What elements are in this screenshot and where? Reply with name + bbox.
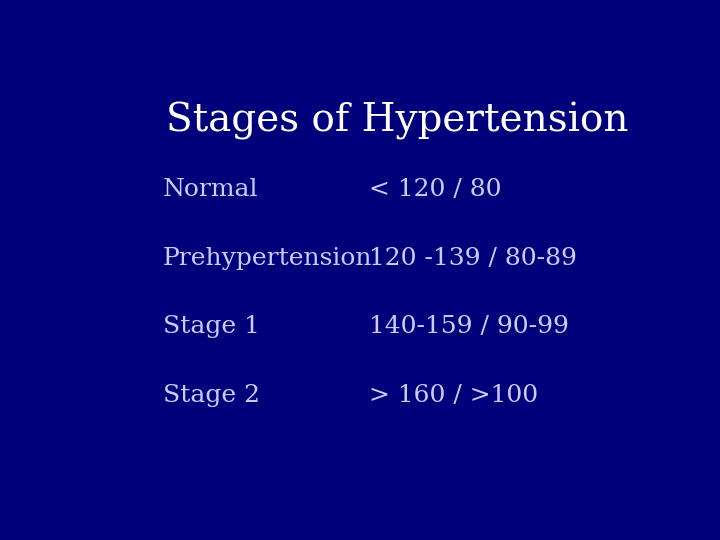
Text: 140-159 / 90-99: 140-159 / 90-99	[369, 315, 569, 338]
Text: Prehypertension: Prehypertension	[163, 247, 372, 269]
Text: Normal: Normal	[163, 178, 258, 201]
Text: Stages of Hypertension: Stages of Hypertension	[166, 102, 628, 140]
Text: Stage 2: Stage 2	[163, 384, 259, 407]
Text: 120 -139 / 80-89: 120 -139 / 80-89	[369, 247, 577, 269]
Text: < 120 / 80: < 120 / 80	[369, 178, 502, 201]
Text: > 160 / >100: > 160 / >100	[369, 384, 538, 407]
Text: Stage 1: Stage 1	[163, 315, 259, 338]
